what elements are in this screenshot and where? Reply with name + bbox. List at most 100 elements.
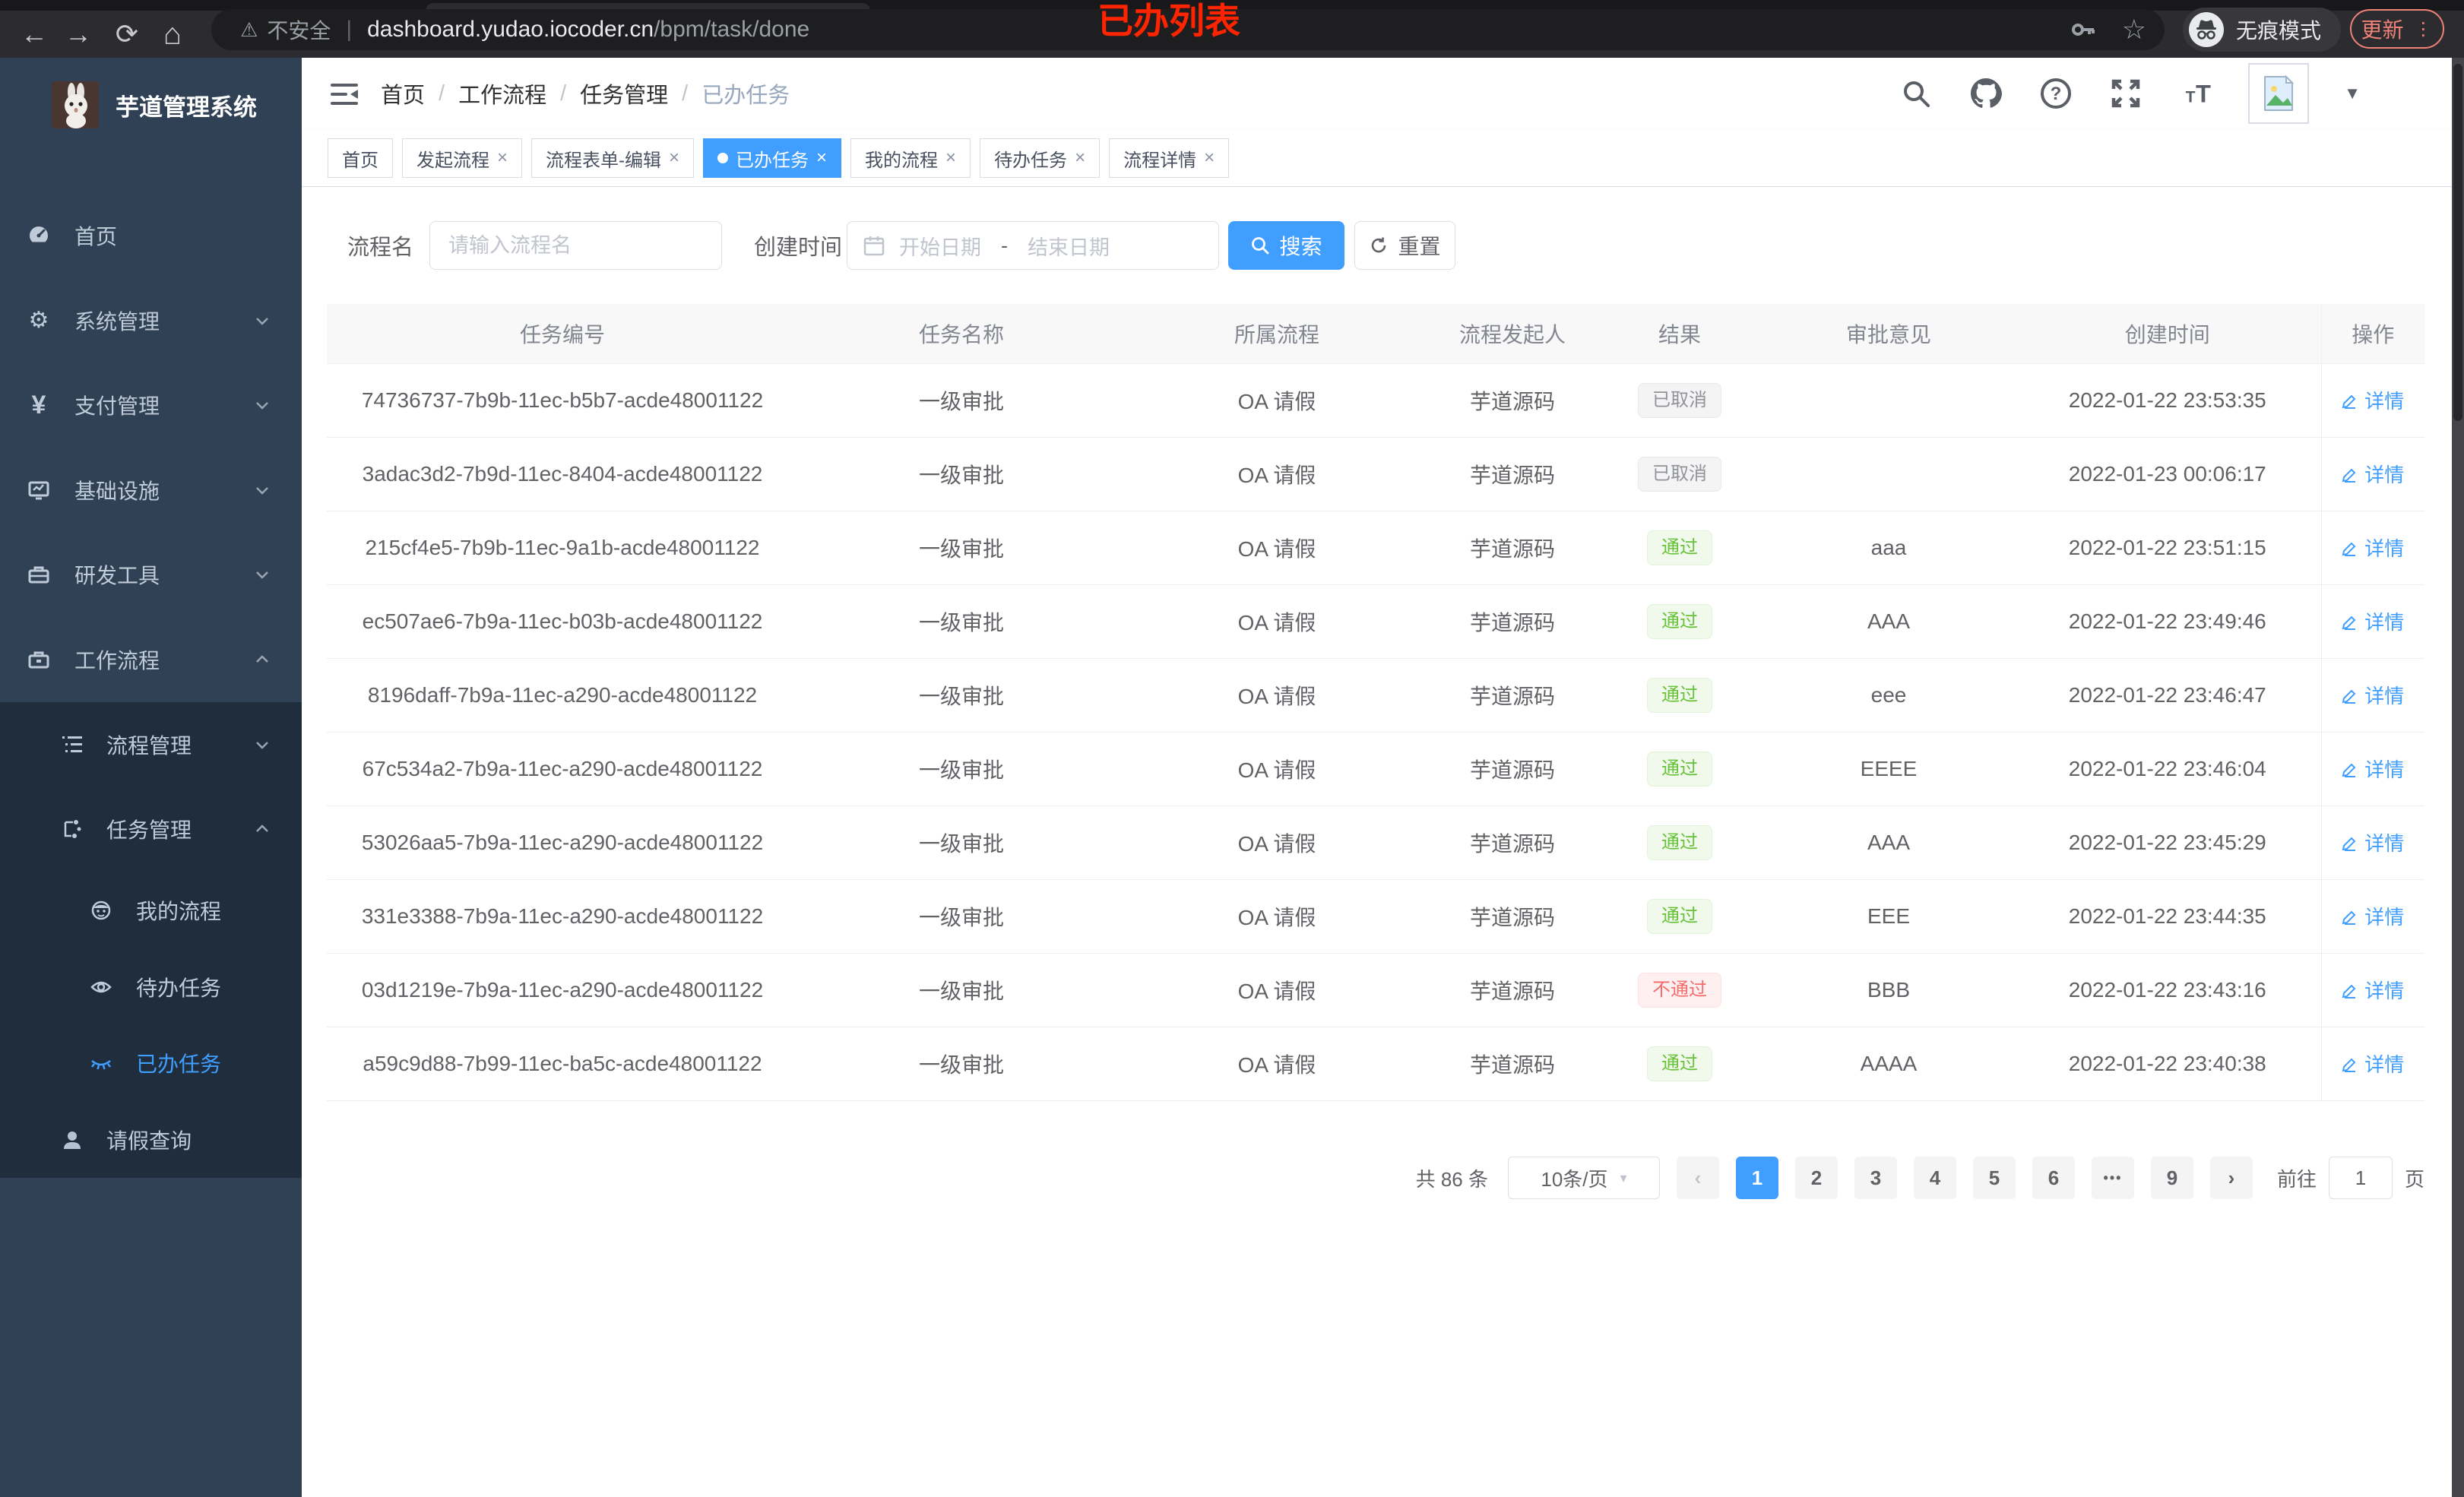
- search-button-icon: [1252, 237, 1269, 255]
- cell-actions: 详情: [2320, 658, 2424, 733]
- more-pages-button[interactable]: •••: [2091, 1157, 2134, 1199]
- detail-link[interactable]: 详情: [2342, 460, 2404, 488]
- tag-todo-tasks[interactable]: 待办任务 ×: [980, 138, 1101, 178]
- prev-page-button[interactable]: ‹: [1676, 1157, 1719, 1199]
- date-range-picker[interactable]: 开始日期 - 结束日期: [847, 221, 1219, 270]
- cell-result: 通过: [1596, 511, 1763, 585]
- not-secure-label[interactable]: 不安全: [267, 19, 331, 43]
- github-icon[interactable]: [1968, 76, 2003, 111]
- search-button-label: 搜索: [1279, 235, 1322, 258]
- page-button-5[interactable]: 5: [1972, 1157, 2016, 1199]
- detail-link[interactable]: 详情: [2342, 607, 2404, 635]
- cell-task-name: 一级审批: [798, 363, 1125, 438]
- process-name-input[interactable]: [429, 221, 722, 270]
- cell-actions: 详情: [2320, 1027, 2424, 1101]
- detail-link[interactable]: 详情: [2342, 386, 2404, 414]
- reload-icon[interactable]: ⟳: [115, 18, 139, 49]
- reset-refresh-icon: [1372, 237, 1386, 253]
- hamburger-icon[interactable]: [329, 81, 359, 108]
- bookmark-star-icon[interactable]: ☆: [2121, 14, 2146, 45]
- goto-page-input[interactable]: [2328, 1157, 2393, 1199]
- page-button-1[interactable]: 1: [1735, 1157, 1778, 1199]
- sidebar-item-label: 流程管理: [106, 733, 192, 758]
- browser-update-button[interactable]: 更新 ⋮: [2350, 9, 2444, 49]
- sidebar-item-task-management[interactable]: 任务管理: [0, 786, 302, 871]
- close-icon[interactable]: ×: [1204, 147, 1215, 168]
- avatar[interactable]: [2248, 63, 2310, 124]
- page-button-9[interactable]: 9: [2150, 1157, 2193, 1199]
- key-icon[interactable]: [2070, 17, 2096, 43]
- cell-create-time: 2022-01-22 23:40:38: [2014, 1027, 2321, 1101]
- back-icon[interactable]: ←: [21, 18, 48, 49]
- tag-process-detail[interactable]: 流程详情 ×: [1109, 138, 1230, 178]
- status-badge: 通过: [1647, 751, 1712, 786]
- sidebar-item-home[interactable]: 首页: [0, 193, 302, 278]
- cell-initiator: 芋道源码: [1429, 1027, 1596, 1101]
- sidebar-item-devtools[interactable]: 研发工具: [0, 532, 302, 617]
- edit-pen-icon: [2342, 837, 2356, 851]
- col-initiator: 流程发起人: [1429, 304, 1596, 364]
- breadcrumb-separator: /: [560, 81, 567, 106]
- close-icon[interactable]: ×: [497, 147, 508, 168]
- help-icon[interactable]: ?: [2038, 76, 2073, 111]
- status-badge: 通过: [1647, 824, 1712, 860]
- detail-link[interactable]: 详情: [2342, 828, 2404, 856]
- process-name-label: 流程名: [347, 236, 414, 260]
- close-icon[interactable]: ×: [669, 147, 680, 168]
- cell-initiator: 芋道源码: [1429, 658, 1596, 733]
- detail-link[interactable]: 详情: [2342, 902, 2404, 930]
- sidebar-item-workflow[interactable]: 工作流程: [0, 617, 302, 702]
- forward-icon[interactable]: →: [65, 18, 92, 49]
- page-button-4[interactable]: 4: [1913, 1157, 1956, 1199]
- close-icon[interactable]: ×: [816, 147, 828, 168]
- page-button-2[interactable]: 2: [1794, 1157, 1838, 1199]
- fullscreen-icon[interactable]: [2108, 76, 2143, 111]
- tag-start-process[interactable]: 发起流程 ×: [402, 138, 523, 178]
- avatar-caret-icon[interactable]: ▼: [2344, 84, 2361, 103]
- edit-pen-icon: [2342, 910, 2356, 925]
- sidebar-item-payment[interactable]: ¥ 支付管理: [0, 362, 302, 448]
- search-button[interactable]: 搜索: [1228, 221, 1344, 270]
- detail-link-label: 详情: [2364, 685, 2405, 707]
- cell-comment: AAAA: [1763, 1027, 2014, 1101]
- detail-link[interactable]: 详情: [2342, 755, 2404, 783]
- sidebar-item-process-management[interactable]: 流程管理: [0, 702, 302, 786]
- page-button-6[interactable]: 6: [2032, 1157, 2075, 1199]
- detail-link[interactable]: 详情: [2342, 681, 2404, 709]
- sidebar-item-my-process[interactable]: 我的流程: [0, 871, 302, 949]
- tag-form-edit[interactable]: 流程表单-编辑 ×: [531, 138, 695, 178]
- sidebar-item-done-tasks[interactable]: 已办任务: [0, 1025, 302, 1101]
- home-icon[interactable]: ⌂: [163, 17, 182, 51]
- tag-home[interactable]: 首页: [328, 138, 393, 178]
- edit-pen-icon: [2342, 468, 2356, 483]
- tag-my-process[interactable]: 我的流程 ×: [850, 138, 971, 178]
- cell-create-time: 2022-01-22 23:51:15: [2014, 511, 2321, 585]
- browser-tab[interactable]: [426, 3, 870, 11]
- detail-link[interactable]: 详情: [2342, 1049, 2404, 1078]
- reset-button[interactable]: 重置: [1354, 221, 1455, 270]
- close-icon[interactable]: ×: [945, 147, 957, 168]
- search-icon[interactable]: [1899, 76, 1934, 111]
- address-bar[interactable]: ⚠ 不安全 | dashboard.yudao.iocoder.cn/bpm/t…: [211, 9, 2165, 50]
- sidebar-item-leave-query[interactable]: 请假查询: [0, 1101, 302, 1178]
- close-icon[interactable]: ×: [1075, 147, 1086, 168]
- end-date-placeholder: 结束日期: [1028, 236, 1110, 259]
- table-row: a59c9d88-7b99-11ec-ba5c-acde48001122 一级审…: [327, 1027, 2424, 1101]
- detail-link[interactable]: 详情: [2342, 533, 2404, 562]
- sidebar-item-infrastructure[interactable]: 基础设施: [0, 448, 302, 533]
- page-button-3[interactable]: 3: [1854, 1157, 1897, 1199]
- sidebar-item-system[interactable]: ⚙ 系统管理: [0, 278, 302, 363]
- scrollbar-thumb[interactable]: [2453, 64, 2462, 421]
- page-scrollbar[interactable]: [2452, 58, 2464, 1497]
- page-size-select[interactable]: 10条/页 ▾: [1507, 1157, 1660, 1199]
- browser-menu-icon[interactable]: ⋮: [2414, 18, 2434, 40]
- sidebar-logo[interactable]: 芋道管理系统: [0, 67, 302, 143]
- sidebar-item-todo-tasks[interactable]: 待办任务: [0, 949, 302, 1025]
- detail-link[interactable]: 详情: [2342, 976, 2404, 1004]
- next-page-button[interactable]: ›: [2209, 1157, 2253, 1199]
- tag-done-tasks[interactable]: 已办任务 ×: [703, 138, 842, 178]
- col-task-id: 任务编号: [327, 304, 798, 364]
- breadcrumb-home[interactable]: 首页: [381, 84, 426, 108]
- cell-result: 已取消: [1596, 363, 1763, 438]
